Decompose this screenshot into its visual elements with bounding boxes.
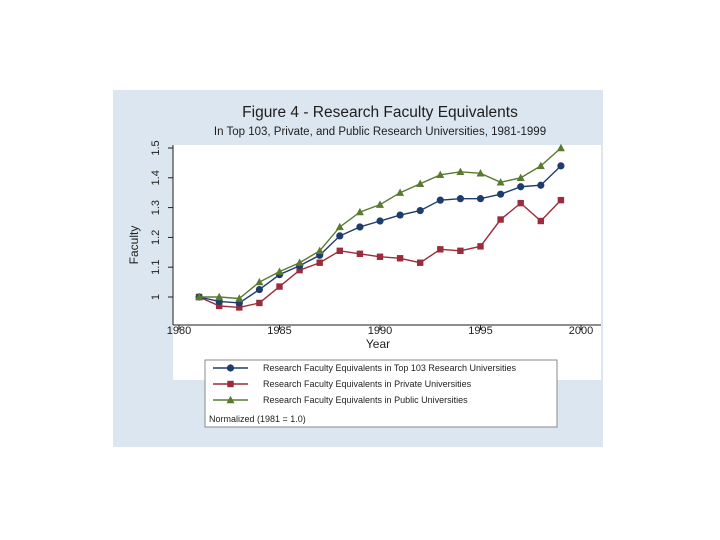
data-point-private — [316, 259, 323, 266]
data-point-public — [416, 179, 425, 187]
data-point-public — [496, 178, 505, 186]
data-point-private — [236, 304, 243, 311]
data-point-public — [215, 292, 224, 301]
data-point-private — [537, 217, 544, 225]
data-point-top103 — [497, 190, 505, 198]
data-point-public — [315, 246, 324, 255]
data-point-private — [256, 299, 263, 307]
data-point-private — [517, 199, 524, 207]
data-point-private — [276, 283, 283, 290]
legend-label-public: Research Faculty Equivalents in Public U… — [263, 395, 468, 405]
y-tick-label: 1.5 — [150, 140, 162, 155]
data-point-top103 — [436, 196, 444, 204]
y-axis-label: Faculty — [127, 226, 141, 265]
data-point-private — [216, 302, 223, 310]
data-point-public — [335, 222, 344, 231]
data-point-private — [356, 250, 364, 257]
data-point-private — [477, 243, 484, 250]
x-tick-label: 1985 — [267, 325, 291, 337]
legend-items: Research Faculty Equivalents in Top 103 … — [213, 363, 516, 405]
legend-label-top103: Research Faculty Equivalents in Top 103 … — [263, 363, 516, 373]
line-chart: Figure 4 - Research Faculty Equivalents … — [127, 104, 601, 428]
x-tick-label: 1990 — [368, 325, 392, 337]
legend-box — [204, 359, 558, 428]
data-point-private — [557, 196, 565, 204]
y-tick-label: 1.1 — [150, 260, 162, 275]
data-point-public — [396, 188, 405, 196]
chart-title: Figure 4 - Research Faculty Equivalents — [242, 104, 518, 121]
data-point-public — [235, 294, 244, 302]
data-point-top103 — [376, 217, 384, 225]
data-point-public — [376, 200, 384, 208]
x-axis-label: Year — [366, 337, 390, 351]
data-point-private — [396, 255, 404, 262]
data-point-top103 — [336, 232, 344, 240]
legend-note: Normalized (1981 = 1.0) — [209, 414, 306, 424]
x-tick-label: 1980 — [167, 325, 191, 337]
y-tick-label: 1.3 — [150, 200, 162, 215]
x-axis: 1980 1985 1990 1995 2000 — [167, 324, 601, 337]
legend: Research Faculty Equivalents in Top 103 … — [204, 359, 558, 428]
x-tick-label: 1995 — [468, 325, 492, 337]
data-point-public — [436, 170, 445, 179]
data-point-private — [336, 247, 343, 255]
series-layer — [195, 143, 565, 311]
y-tick-label: 1.2 — [150, 230, 162, 245]
data-point-top103 — [537, 181, 545, 189]
data-point-top103 — [396, 211, 404, 219]
data-point-public — [456, 167, 465, 176]
series-public — [195, 143, 565, 302]
data-point-public — [195, 292, 204, 301]
series-top103 — [195, 162, 565, 307]
chart-subtitle: In Top 103, Private, and Public Research… — [214, 126, 546, 138]
data-point-public — [536, 161, 545, 170]
data-point-private — [296, 266, 303, 274]
data-point-public — [355, 207, 364, 216]
y-tick-label: 1 — [150, 294, 162, 300]
data-point-top103 — [557, 162, 565, 170]
data-point-private — [497, 216, 504, 223]
data-point-top103 — [356, 223, 364, 231]
y-axis: 1 1.1 1.2 1.3 1.4 1.5 — [150, 140, 174, 325]
data-point-public — [476, 169, 485, 177]
chart-figure: Figure 4 - Research Faculty Equivalents … — [113, 90, 603, 447]
data-point-top103 — [456, 195, 464, 203]
data-point-top103 — [255, 285, 263, 294]
legend-marker-top103 — [226, 364, 235, 372]
data-point-private — [376, 253, 384, 260]
legend-marker-public — [226, 395, 235, 404]
series-private — [195, 196, 565, 311]
data-point-public — [295, 258, 304, 266]
x-tick-label: 2000 — [569, 325, 593, 337]
data-point-public — [275, 267, 284, 275]
data-point-public — [556, 143, 565, 152]
data-point-private — [457, 247, 464, 255]
data-point-top103 — [517, 183, 525, 191]
data-point-private — [437, 246, 444, 253]
legend-label-private: Research Faculty Equivalents in Private … — [263, 379, 472, 389]
y-tick-label: 1.4 — [150, 170, 162, 185]
data-point-top103 — [476, 195, 485, 203]
data-point-public — [516, 173, 525, 181]
data-point-public — [255, 277, 264, 286]
plot-area — [173, 145, 601, 380]
data-point-top103 — [416, 206, 424, 215]
data-point-private — [417, 259, 424, 266]
legend-marker-private — [227, 380, 234, 388]
